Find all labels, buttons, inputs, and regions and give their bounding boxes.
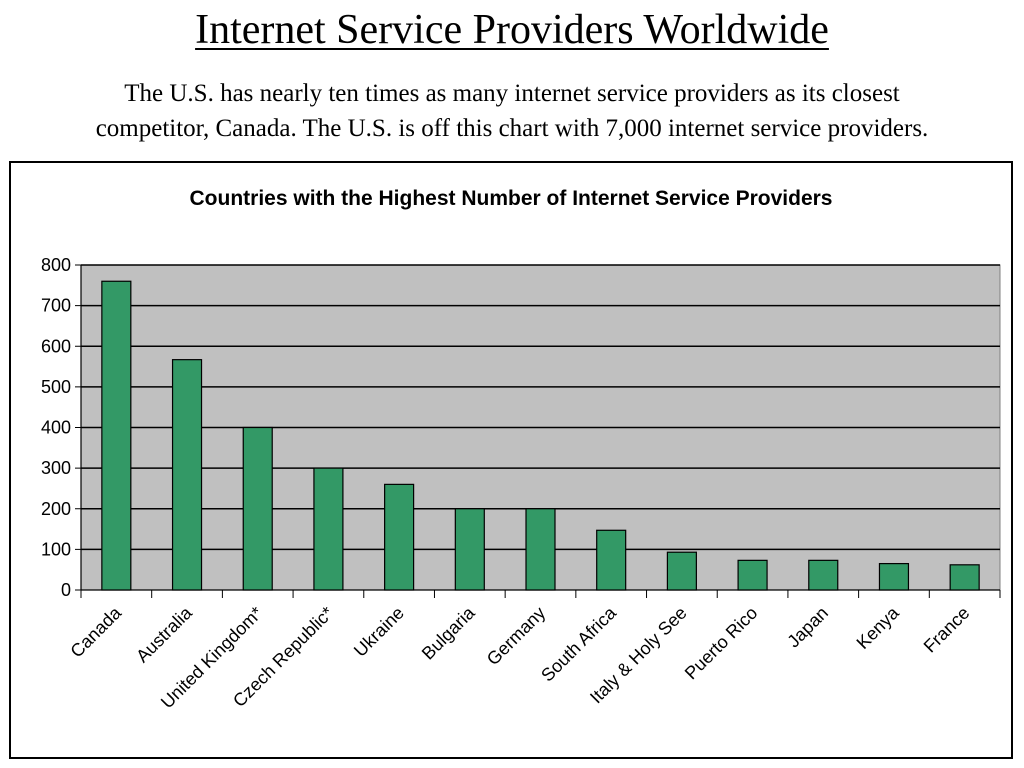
y-tick-label: 200 [41, 499, 71, 519]
x-tick-label: Ukraine [350, 603, 408, 661]
x-tick-label: Bulgaria [418, 602, 480, 664]
x-tick-label: Germany [483, 603, 549, 669]
y-tick-label: 600 [41, 336, 71, 356]
x-tick-label: Australia [132, 602, 196, 666]
bar [101, 280, 132, 591]
bar [525, 508, 556, 591]
y-tick-label: 700 [41, 296, 71, 316]
bar [454, 508, 485, 591]
subtitle-line-1: The U.S. has nearly ten times as many in… [124, 80, 900, 107]
y-tick-label: 400 [41, 418, 71, 438]
bar [878, 562, 910, 591]
y-tick-label: 0 [61, 580, 71, 600]
chart-frame: Countries with the Highest Number of Int… [9, 161, 1013, 759]
x-tick-label: Puerto Rico [681, 603, 762, 684]
subtitle-line-2: competitor, Canada. The U.S. is off this… [95, 115, 929, 142]
slide-subtitle: The U.S. has nearly ten times as many in… [20, 76, 1004, 146]
bar [666, 551, 697, 591]
x-tick-label: Kenya [853, 602, 904, 653]
bar [949, 564, 980, 591]
bar [242, 426, 273, 591]
slide-title: Internet Service Providers Worldwide [195, 7, 829, 53]
bar [737, 559, 768, 591]
y-tick-label: 800 [41, 255, 71, 275]
x-tick-label: Canada [66, 602, 125, 661]
y-tick-label: 500 [41, 377, 71, 397]
bar [171, 359, 203, 591]
bar-chart: Countries with the Highest Number of Int… [41, 187, 1001, 712]
chart-title: Countries with the Highest Number of Int… [190, 187, 833, 210]
x-tick-label: France [920, 603, 974, 657]
bar [596, 529, 627, 591]
y-tick-label: 100 [41, 539, 71, 559]
bar [808, 559, 839, 591]
x-tick-label: Japan [783, 603, 832, 652]
y-tick-label: 300 [41, 458, 71, 478]
bar [384, 483, 415, 591]
bar [313, 467, 344, 591]
